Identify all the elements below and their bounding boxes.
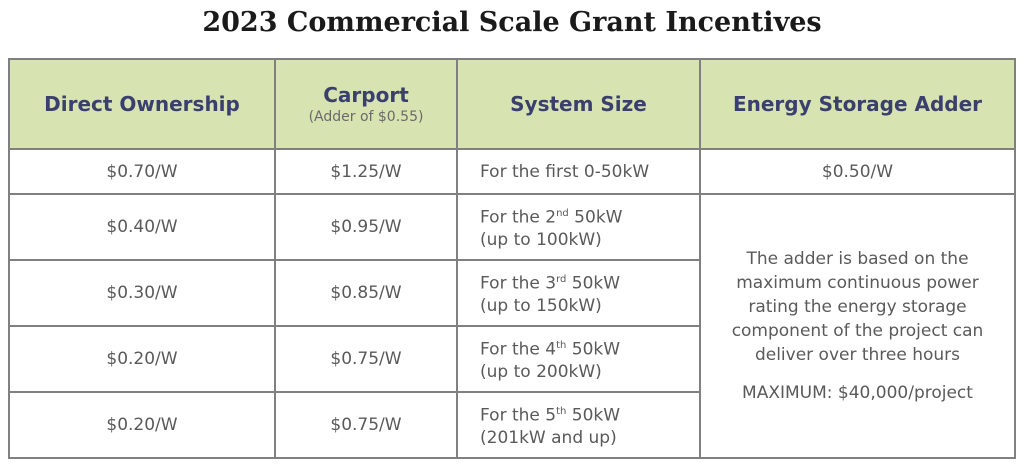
header-carport-label: Carport [323,83,409,107]
direct-ownership-cell: $0.30/W [8,259,276,327]
header-carport-note: (Adder of $0.55) [308,109,424,125]
system-size-cell: For the first 0-50kW [456,148,701,195]
header-energy-storage-label: Energy Storage Adder [732,92,983,116]
carport-cell: $0.75/W [274,391,458,459]
carport-cell: $0.95/W [274,193,458,261]
energy-storage-rate-cell: $0.50/W [699,148,1016,195]
system-size-text: For the 5 [480,405,557,426]
header-system-size: System Size [456,58,701,150]
carport-cell: $0.85/W [274,259,458,327]
direct-ownership-cell: $0.20/W [8,325,276,393]
header-direct-ownership-label: Direct Ownership [44,92,240,116]
page-title: 2023 Commercial Scale Grant Incentives [202,7,822,38]
table-row: $0.30/W $0.85/W For the 3rd 50kW (up to … [8,259,1015,327]
energy-storage-note: The adder is based on the maximum contin… [731,249,984,365]
direct-ownership-cell: $0.20/W [8,391,276,459]
system-size-cell: For the 3rd 50kW (up to 150kW) [456,259,701,327]
energy-storage-note-cell: The adder is based on the maximum contin… [699,193,1016,459]
system-size-text: For the first 0-50kW [480,161,650,182]
system-size-cell: For the 2nd 50kW (up to 100kW) [456,193,701,261]
system-size-text: For the 3 [480,273,557,294]
system-size-cell: For the 5th 50kW (201kW and up) [456,391,701,459]
header-carport: Carport (Adder of $0.55) [274,58,458,150]
system-size-unit: 50kW [566,405,621,426]
system-size-cell: For the 4th 50kW (up to 200kW) [456,325,701,393]
header-direct-ownership: Direct Ownership [8,58,276,150]
table-row: $0.70/W $1.25/W For the first 0-50kW $0.… [8,148,1016,195]
system-size-range: (up to 200kW) [480,361,602,382]
system-size-unit: 50kW [568,207,623,228]
ordinal-suffix: nd [556,208,569,220]
carport-cell: $1.25/W [274,148,458,195]
system-size-unit: 50kW [566,273,621,294]
header-energy-storage: Energy Storage Adder [699,58,1016,150]
table-row: $0.20/W $0.75/W For the 5th 50kW (201kW … [8,391,1015,459]
energy-storage-maximum: MAXIMUM: $40,000/project [742,383,973,403]
system-size-unit: 50kW [566,339,621,360]
ordinal-suffix: th [556,340,567,352]
direct-ownership-cell: $0.40/W [8,193,276,261]
table-row: $0.20/W $0.75/W For the 4th 50kW (up to … [8,325,1015,393]
grant-incentives-table: Direct Ownership Carport (Adder of $0.55… [8,58,1016,459]
system-size-text: For the 2 [480,207,557,228]
system-size-range: (201kW and up) [480,427,617,448]
table-row: $0.40/W $0.95/W For the 2nd 50kW (up to … [8,193,1016,459]
ordinal-suffix: rd [556,274,567,286]
system-size-text: For the 4 [480,339,557,360]
system-size-range: (up to 150kW) [480,295,602,316]
direct-ownership-cell: $0.70/W [8,148,276,195]
header-system-size-label: System Size [510,92,647,116]
table-header-row: Direct Ownership Carport (Adder of $0.55… [8,58,1016,150]
ordinal-suffix: th [556,406,567,418]
carport-cell: $0.75/W [274,325,458,393]
system-size-range: (up to 100kW) [480,229,602,250]
